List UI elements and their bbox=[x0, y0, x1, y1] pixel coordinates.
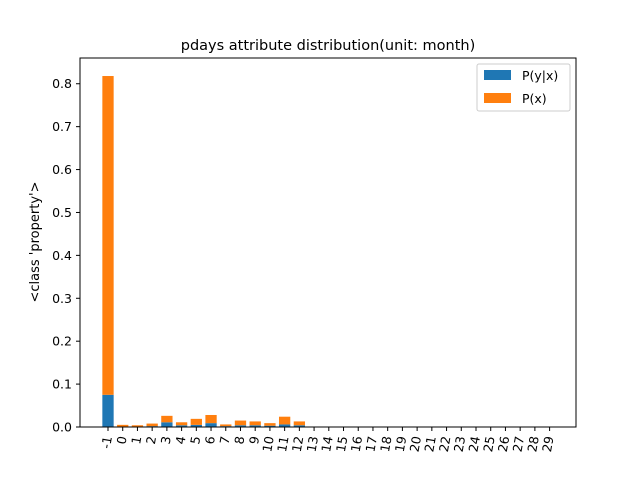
bar-p-y-given-x-8 bbox=[234, 425, 247, 427]
x-tick-label: 16 bbox=[348, 435, 366, 453]
bar-p-x-1 bbox=[131, 425, 144, 427]
x-tick-label: 13 bbox=[304, 435, 322, 453]
bar-p-y-given-x-3 bbox=[161, 422, 173, 427]
x-tick-label: 8 bbox=[231, 435, 247, 445]
bar-p-x-11 bbox=[278, 416, 291, 425]
bar-p-y-given-x-9 bbox=[249, 425, 261, 427]
x-tick-label: 20 bbox=[407, 435, 425, 453]
bar-p-y-given-x-4 bbox=[175, 425, 188, 427]
legend-swatch-p-x bbox=[484, 93, 511, 103]
x-tick-label: 28 bbox=[524, 435, 542, 453]
x-tick-label: 29 bbox=[539, 435, 557, 453]
bar-p-y-given-x-11 bbox=[278, 424, 291, 427]
x-tick-label: 26 bbox=[495, 435, 513, 453]
y-tick-label: 0.2 bbox=[52, 334, 72, 349]
x-tick-label: 0 bbox=[114, 435, 130, 445]
bar-p-y-given-x--1 bbox=[102, 394, 114, 427]
bar-p-x-6 bbox=[205, 414, 217, 424]
x-tick-label: 18 bbox=[377, 435, 395, 453]
bar-p-y-given-x-6 bbox=[205, 423, 217, 427]
x-tick-label: 15 bbox=[333, 435, 351, 453]
x-tick-label: 27 bbox=[510, 435, 528, 453]
x-tick-label: 22 bbox=[436, 435, 454, 453]
x-tick-label: 2 bbox=[143, 435, 159, 445]
x-tick-label: -1 bbox=[98, 435, 115, 450]
bar-p-x-0 bbox=[117, 424, 129, 427]
bar-p-x-12 bbox=[293, 421, 306, 426]
bar-p-x-9 bbox=[249, 421, 261, 426]
x-tick-label: 14 bbox=[318, 435, 336, 453]
x-tick-label: 25 bbox=[480, 435, 498, 453]
y-tick-label: 0.4 bbox=[52, 248, 72, 263]
bar-p-x-5 bbox=[190, 418, 202, 425]
x-tick-label: 5 bbox=[187, 435, 203, 445]
x-axis: -101234567891011121314151617181920212223… bbox=[98, 427, 557, 453]
y-tick-label: 0.5 bbox=[52, 205, 72, 220]
y-tick-label: 0.3 bbox=[52, 291, 72, 306]
x-tick-label: 12 bbox=[289, 435, 307, 453]
x-tick-label: 3 bbox=[158, 435, 174, 445]
legend-label-p-x: P(x) bbox=[522, 91, 547, 106]
legend-label-p-y-given-x: P(y|x) bbox=[522, 68, 558, 83]
bar-p-x-10 bbox=[264, 423, 276, 426]
chart-title: pdays attribute distribution(unit: month… bbox=[181, 38, 476, 54]
x-tick-label: 23 bbox=[451, 435, 469, 453]
x-tick-label: 1 bbox=[128, 435, 144, 445]
x-tick-label: 6 bbox=[202, 435, 218, 445]
bar-p-x-2 bbox=[146, 423, 158, 427]
y-tick-label: 0.6 bbox=[52, 162, 72, 177]
plot-frame bbox=[79, 57, 577, 428]
y-axis-label: <class 'property'> bbox=[28, 182, 43, 303]
bar-p-x--1 bbox=[102, 76, 114, 395]
bar-p-x-4 bbox=[175, 422, 188, 426]
y-tick-label: 0.0 bbox=[52, 420, 72, 435]
y-axis: 0.0 0.1 0.2 0.3 0.4 0.5 0.6 0.7 0.8 bbox=[52, 76, 80, 435]
x-tick-label: 10 bbox=[259, 435, 277, 453]
bar-p-x-8 bbox=[234, 420, 247, 426]
bar-p-x-3 bbox=[161, 415, 173, 423]
bar-p-y-given-x-5 bbox=[190, 424, 202, 427]
x-tick-label: 24 bbox=[465, 435, 483, 453]
x-tick-label: 17 bbox=[362, 435, 380, 453]
bar-p-y-given-x-10 bbox=[264, 425, 276, 427]
x-tick-label: 7 bbox=[217, 435, 233, 445]
x-tick-label: 21 bbox=[421, 435, 439, 453]
bar-p-x-7 bbox=[220, 424, 232, 427]
legend-swatch-p-y-given-x bbox=[484, 70, 511, 80]
y-tick-label: 0.7 bbox=[52, 119, 72, 134]
x-tick-label: 4 bbox=[172, 435, 188, 445]
y-tick-label: 0.1 bbox=[52, 377, 72, 392]
bar-p-y-given-x-12 bbox=[293, 425, 306, 427]
legend: P(y|x) P(x) bbox=[476, 63, 571, 112]
x-tick-label: 9 bbox=[246, 435, 262, 445]
bars bbox=[102, 76, 306, 427]
y-tick-label: 0.8 bbox=[52, 76, 72, 91]
x-tick-label: 19 bbox=[392, 435, 410, 453]
x-tick-label: 11 bbox=[274, 435, 292, 453]
